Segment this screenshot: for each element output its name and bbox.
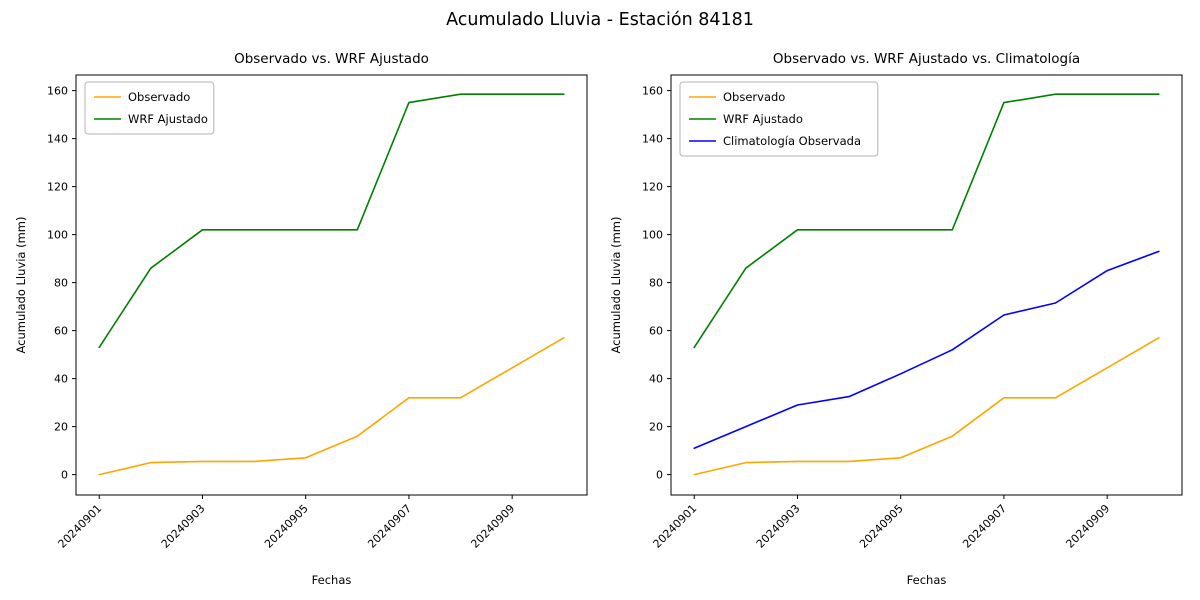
legend-label-wrf-ajustado: WRF Ajustado xyxy=(723,112,803,126)
series-line-observado xyxy=(693,336,1160,476)
y-axis-label: Acumulado Lluvia (mm) xyxy=(14,217,28,354)
y-tick-label: 160 xyxy=(642,85,663,98)
y-tick-label: 140 xyxy=(47,133,68,146)
legend-box xyxy=(84,81,215,135)
x-tick-label: 20240909 xyxy=(468,502,517,551)
y-tick-label: 100 xyxy=(642,229,663,242)
subplot-observado-vs-wrf-vs-climatologia: Observado vs. WRF Ajustado vs. Climatolo… xyxy=(609,51,1183,587)
x-tick-label: 20240907 xyxy=(365,502,414,551)
y-tick-label: 60 xyxy=(54,325,68,338)
y-tick-label: 40 xyxy=(54,373,68,386)
x-tick-label: 20240901 xyxy=(651,502,700,551)
x-axis-label: Fechas xyxy=(907,573,947,587)
legend-label-wrf-ajustado: WRF Ajustado xyxy=(128,112,208,126)
legend-label-observado: Observado xyxy=(128,90,190,104)
x-axis-label: Fechas xyxy=(312,573,352,587)
legend-label-observado: Observado xyxy=(723,90,785,104)
y-tick-label: 120 xyxy=(47,181,68,194)
series-line-observado xyxy=(98,336,565,476)
series-line-climatolog-a-observada xyxy=(693,250,1160,450)
x-tick-label: 20240903 xyxy=(159,502,208,551)
subplot-title: Observado vs. WRF Ajustado vs. Climatolo… xyxy=(773,51,1080,67)
y-tick-label: 120 xyxy=(642,181,663,194)
y-tick-label: 80 xyxy=(54,277,68,290)
x-tick-label: 20240901 xyxy=(56,502,105,551)
legend: Observado WRF Ajustado xyxy=(84,81,215,135)
x-tick-label: 20240909 xyxy=(1063,502,1112,551)
legend-label-climatolog-a-observada: Climatología Observada xyxy=(723,134,861,148)
y-tick-label: 0 xyxy=(656,469,663,482)
subplot-observado-vs-wrf: Observado vs. WRF Ajustado 0 20 40 60 80 100 12… xyxy=(14,51,588,587)
x-tick-label: 20240903 xyxy=(754,502,803,551)
y-tick-label: 100 xyxy=(47,229,68,242)
legend: Observado WRF Ajustado Climatología Observ… xyxy=(679,81,879,157)
figure-title: Acumulado Lluvia - Estación 84181 xyxy=(446,10,754,30)
y-axis-label: Acumulado Lluvia (mm) xyxy=(609,217,623,354)
y-tick-label: 60 xyxy=(649,325,663,338)
plot-frame xyxy=(75,74,588,496)
x-tick-label: 20240907 xyxy=(960,502,1009,551)
legend-box xyxy=(679,81,879,157)
series-line-wrf-ajustado xyxy=(98,93,565,349)
y-tick-label: 20 xyxy=(54,421,68,434)
subplot-title: Observado vs. WRF Ajustado xyxy=(234,51,429,67)
series-line-wrf-ajustado xyxy=(693,93,1160,349)
y-tick-label: 140 xyxy=(642,133,663,146)
y-tick-label: 80 xyxy=(649,277,663,290)
x-tick-label: 20240905 xyxy=(262,502,311,551)
y-tick-label: 160 xyxy=(47,85,68,98)
y-tick-label: 0 xyxy=(61,469,68,482)
x-tick-label: 20240905 xyxy=(857,502,906,551)
y-tick-label: 40 xyxy=(649,373,663,386)
y-tick-label: 20 xyxy=(649,421,663,434)
